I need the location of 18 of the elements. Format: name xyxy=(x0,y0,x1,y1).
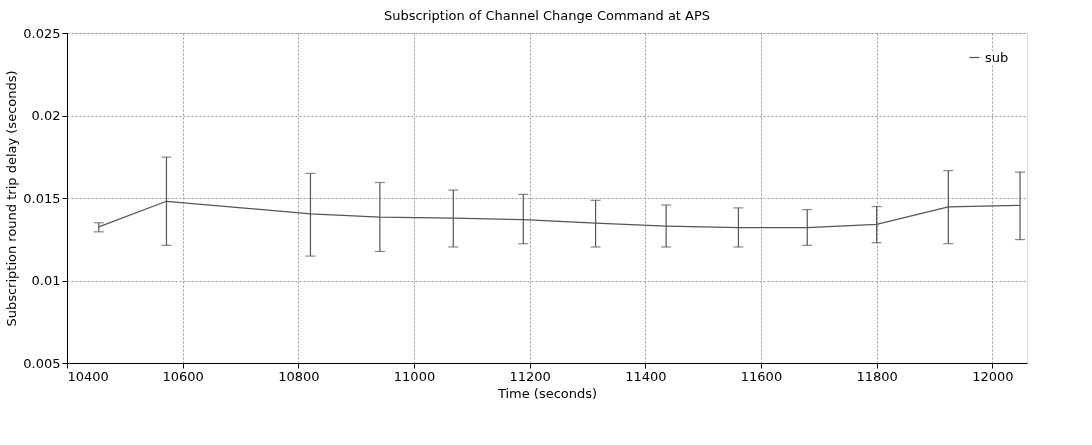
x-tick-label: 10800 xyxy=(278,368,320,384)
x-tick-label: 11200 xyxy=(509,368,551,384)
x-tick-label: 11400 xyxy=(625,368,667,384)
x-tick-label: 11600 xyxy=(740,368,783,384)
x-tick-label: 11800 xyxy=(856,368,898,384)
x-tick-label: 11000 xyxy=(393,368,436,384)
x-tick-label: 10400 xyxy=(67,368,109,384)
y-tick-label: 0.025 xyxy=(23,25,61,41)
y-tick-label: 0.01 xyxy=(31,273,61,288)
y-tick-label: 0.005 xyxy=(23,355,61,371)
x-tick-label: 10600 xyxy=(162,368,204,384)
y-tick-label: 0.015 xyxy=(23,190,61,206)
y-axis-title: Subscription round trip delay (seconds) xyxy=(4,70,20,327)
chart-title: Subscription of Channel Change Command at APS xyxy=(383,8,711,23)
y-tick-label: 0.02 xyxy=(31,108,61,123)
legend-label: sub xyxy=(985,49,1009,65)
x-tick-label: 12000 xyxy=(972,368,1014,384)
x-axis-title: Time (seconds) xyxy=(496,385,598,401)
